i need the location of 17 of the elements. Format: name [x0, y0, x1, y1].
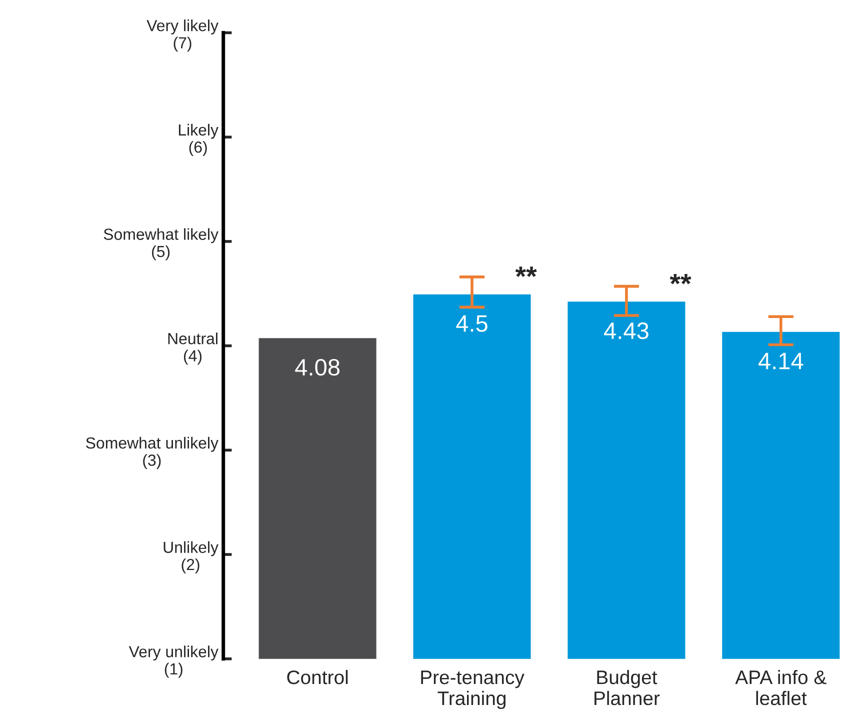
data-label: 4.14 [758, 352, 804, 370]
y-tick-label: Neutral (4) [168, 332, 218, 365]
y-tick-label: Somewhat likely (5) [104, 228, 218, 260]
data-label: 4.08 [295, 358, 340, 376]
x-tick-label: Pre-tenancy Training [421, 670, 524, 710]
y-tick-label: Unlikely (2) [164, 541, 218, 574]
data-label: 4.43 [604, 322, 648, 340]
y-tick-label: Somewhat unlikely (3) [86, 436, 218, 469]
x-tick-label: APA info & leaflet [735, 670, 826, 706]
annotation: ** [515, 266, 537, 277]
y-tick-label: Very likely (7) [146, 20, 218, 52]
y-tick-label: Very unlikely (1) [128, 646, 218, 678]
y-tick-label: Likely (6) [178, 124, 218, 156]
data-label: 4.5 [456, 315, 488, 332]
x-tick-label: Budget Planner [594, 670, 660, 706]
x-tick-label: Control [287, 670, 348, 684]
annotation: ** [670, 274, 692, 284]
